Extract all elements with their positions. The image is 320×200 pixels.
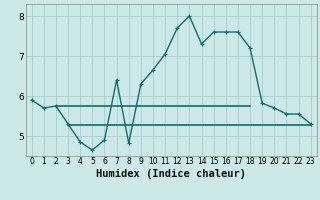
X-axis label: Humidex (Indice chaleur): Humidex (Indice chaleur) xyxy=(96,169,246,179)
